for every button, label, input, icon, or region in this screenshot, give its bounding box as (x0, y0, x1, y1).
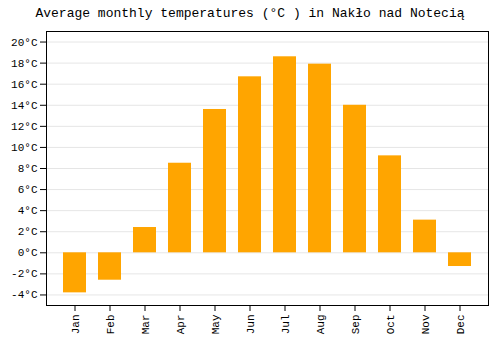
svg-text:Aug: Aug (315, 315, 327, 335)
svg-text:16°C: 16°C (11, 79, 38, 91)
svg-text:Jul: Jul (280, 315, 292, 335)
svg-text:Nov: Nov (420, 314, 432, 334)
svg-text:14°C: 14°C (11, 100, 38, 112)
svg-text:8°C: 8°C (18, 163, 38, 175)
svg-text:Feb: Feb (105, 315, 117, 335)
svg-text:2°C: 2°C (18, 226, 38, 238)
svg-text:Jun: Jun (245, 315, 257, 335)
svg-text:12°C: 12°C (11, 121, 38, 133)
svg-text:Sep: Sep (350, 315, 362, 335)
svg-text:Dec: Dec (455, 315, 467, 335)
svg-text:18°C: 18°C (11, 58, 38, 70)
svg-text:10°C: 10°C (11, 142, 38, 154)
svg-text:Mar: Mar (140, 315, 152, 335)
svg-text:-4°C: -4°C (11, 289, 38, 301)
svg-text:Jan: Jan (70, 315, 82, 335)
svg-text:20°C: 20°C (11, 37, 38, 49)
svg-text:0°C: 0°C (18, 247, 38, 259)
svg-text:-2°C: -2°C (11, 268, 38, 280)
html-text:Average monthly temperatures (: Average monthly temperatures (°C ) in Na… (35, 6, 465, 21)
svg-text:6°C: 6°C (18, 184, 38, 196)
svg-text:Apr: Apr (175, 315, 187, 335)
svg-text:May: May (210, 314, 222, 334)
svg-text:4°C: 4°C (18, 205, 38, 217)
svg-text:Oct: Oct (385, 315, 397, 335)
